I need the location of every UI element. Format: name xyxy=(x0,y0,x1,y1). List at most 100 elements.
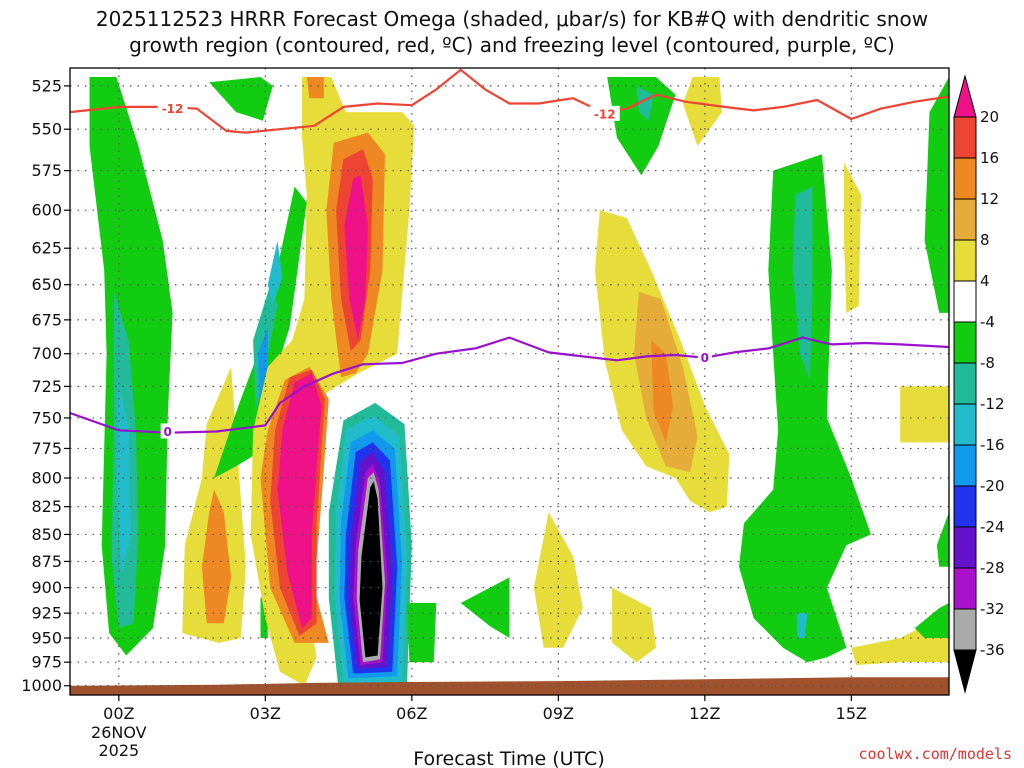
colorbar-bin-cyan xyxy=(953,403,977,446)
dgz-contour-label: -12 xyxy=(162,102,184,116)
dgz-contour-label: -12 xyxy=(594,107,616,121)
title-line-1: 2025112523 HRRR Forecast Omega (shaded, … xyxy=(96,7,928,31)
freezing-level-contour-label: 0 xyxy=(701,351,709,365)
region-magenta-central-lower xyxy=(277,373,322,629)
region-green-right-of-core xyxy=(407,603,437,663)
x-tick-label: 00Z xyxy=(103,704,134,723)
region-green-right-edge-top xyxy=(924,77,949,313)
contour-lines: -12 -12 0 0 xyxy=(70,68,949,439)
colorbar-label: -32 xyxy=(980,600,1005,618)
colorbar-label: 20 xyxy=(980,108,999,126)
region-green-upper-left xyxy=(209,77,273,121)
y-tick-label: 600 xyxy=(31,201,62,220)
region-orange-west-tongue xyxy=(201,489,232,624)
colorbar-top-triangle xyxy=(953,74,977,118)
colorbar-label: 4 xyxy=(980,272,990,290)
y-tick-label: 875 xyxy=(31,552,62,571)
y-tick-label: 750 xyxy=(31,408,62,427)
colorbar-bin-green xyxy=(953,321,977,364)
colorbar-bin-yellow xyxy=(953,239,977,282)
shaded-regions xyxy=(89,77,949,691)
colorbar-label: 8 xyxy=(980,231,990,249)
region-darkorange-east-tongue xyxy=(651,340,674,443)
colorbar-bin-blue xyxy=(953,485,977,528)
credit-text: coolwx.com/models xyxy=(858,745,1012,763)
region-green-east-column xyxy=(739,154,871,663)
y-tick-label: 675 xyxy=(31,310,62,329)
colorbar-label: -36 xyxy=(980,641,1005,659)
region-yellow-south-blob xyxy=(612,587,656,663)
y-tick-label: 525 xyxy=(31,76,62,95)
colorbar-bin-lightblue xyxy=(953,444,977,487)
y-tick-label: 700 xyxy=(31,344,62,363)
freezing-level-contour-line xyxy=(70,336,949,434)
y-tick-label: 775 xyxy=(31,439,62,458)
y-tick-label: 625 xyxy=(31,239,62,258)
colorbar-bin-teal xyxy=(953,362,977,405)
colorbar-label: 12 xyxy=(980,190,999,208)
colorbar-bottom-triangle xyxy=(953,649,977,694)
ground-terrain xyxy=(70,677,949,695)
freezing-level-contour-label: 0 xyxy=(163,425,171,439)
plot-frame xyxy=(69,67,950,696)
y-tick-label: 725 xyxy=(31,377,62,396)
region-black-core xyxy=(359,481,383,658)
region-magenta-central-upper xyxy=(344,175,368,341)
region-yellow-east-small xyxy=(844,162,862,313)
y-tick-label: 550 xyxy=(31,120,62,139)
region-yellow-right-edge xyxy=(900,386,949,443)
y-tick-label: 575 xyxy=(31,161,62,180)
title-line-2: growth region (contoured, red, ºC) and f… xyxy=(129,33,895,57)
region-cyan-east-dot xyxy=(796,613,808,638)
ground-layer xyxy=(70,677,949,695)
y-tick-label: 900 xyxy=(31,578,62,597)
colorbar-bin-white xyxy=(953,280,977,323)
colorbar-label: -28 xyxy=(980,559,1005,577)
colorbar-bin-orange xyxy=(953,157,977,200)
y-tick-label: 925 xyxy=(31,604,62,623)
colorbar-label: -16 xyxy=(980,436,1005,454)
region-cyan-mid xyxy=(267,240,283,306)
x-tick-label: 12Z xyxy=(689,704,720,723)
colorbar-label: 16 xyxy=(980,149,999,167)
colorbar-label: -12 xyxy=(980,395,1005,413)
plot-area: -12 -12 0 0 xyxy=(69,67,950,696)
y-tick-label: 950 xyxy=(31,628,62,647)
freezing-level-contour-label-bg xyxy=(697,349,712,365)
x-tick-label: 15Z xyxy=(836,704,867,723)
colorbar-label: -20 xyxy=(980,477,1005,495)
y-tick-label: 650 xyxy=(31,275,62,294)
colorbar-bin-purple xyxy=(953,567,977,610)
colorbar-label: -4 xyxy=(980,313,995,331)
region-green-mid xyxy=(214,186,307,478)
region-teal-east-column xyxy=(792,186,813,380)
colorbar-label: -8 xyxy=(980,354,995,372)
region-green-upper-right xyxy=(607,77,676,176)
y-tick-label: 1000 xyxy=(21,676,62,695)
colorbar-bin-gray xyxy=(953,608,977,651)
dgz-contour-label-bg xyxy=(157,100,188,116)
x-axis-label: Forecast Time (UTC) xyxy=(413,748,604,768)
x-tick-year: 2025 xyxy=(98,741,139,760)
x-tick-label: 03Z xyxy=(250,704,281,723)
y-axis: 525 550 575 600 625 650 675 700 725 750 775 800 825 8… xyxy=(21,76,70,695)
y-tick-label: 975 xyxy=(31,653,62,672)
y-tick-label: 850 xyxy=(31,525,62,544)
x-tick-label: 09Z xyxy=(543,704,574,723)
colorbar-bin-indigo xyxy=(953,526,977,569)
x-tick-label: 06Z xyxy=(396,704,427,723)
dgz-contour-label-bg xyxy=(589,105,620,121)
y-tick-label: 800 xyxy=(31,469,62,488)
colorbar-label: -24 xyxy=(980,518,1005,536)
region-green-west-band xyxy=(89,77,173,656)
x-tick-date: 26NOV xyxy=(91,723,147,742)
region-green-small-triangle xyxy=(460,577,510,638)
dgz-contour-line xyxy=(70,68,949,134)
colorbar-bin-red xyxy=(953,116,977,159)
colorbar-bin-lightorange xyxy=(953,198,977,241)
region-teal-upper-right xyxy=(636,85,654,121)
y-tick-label: 825 xyxy=(31,497,62,516)
region-green-right-bottom xyxy=(914,603,949,638)
